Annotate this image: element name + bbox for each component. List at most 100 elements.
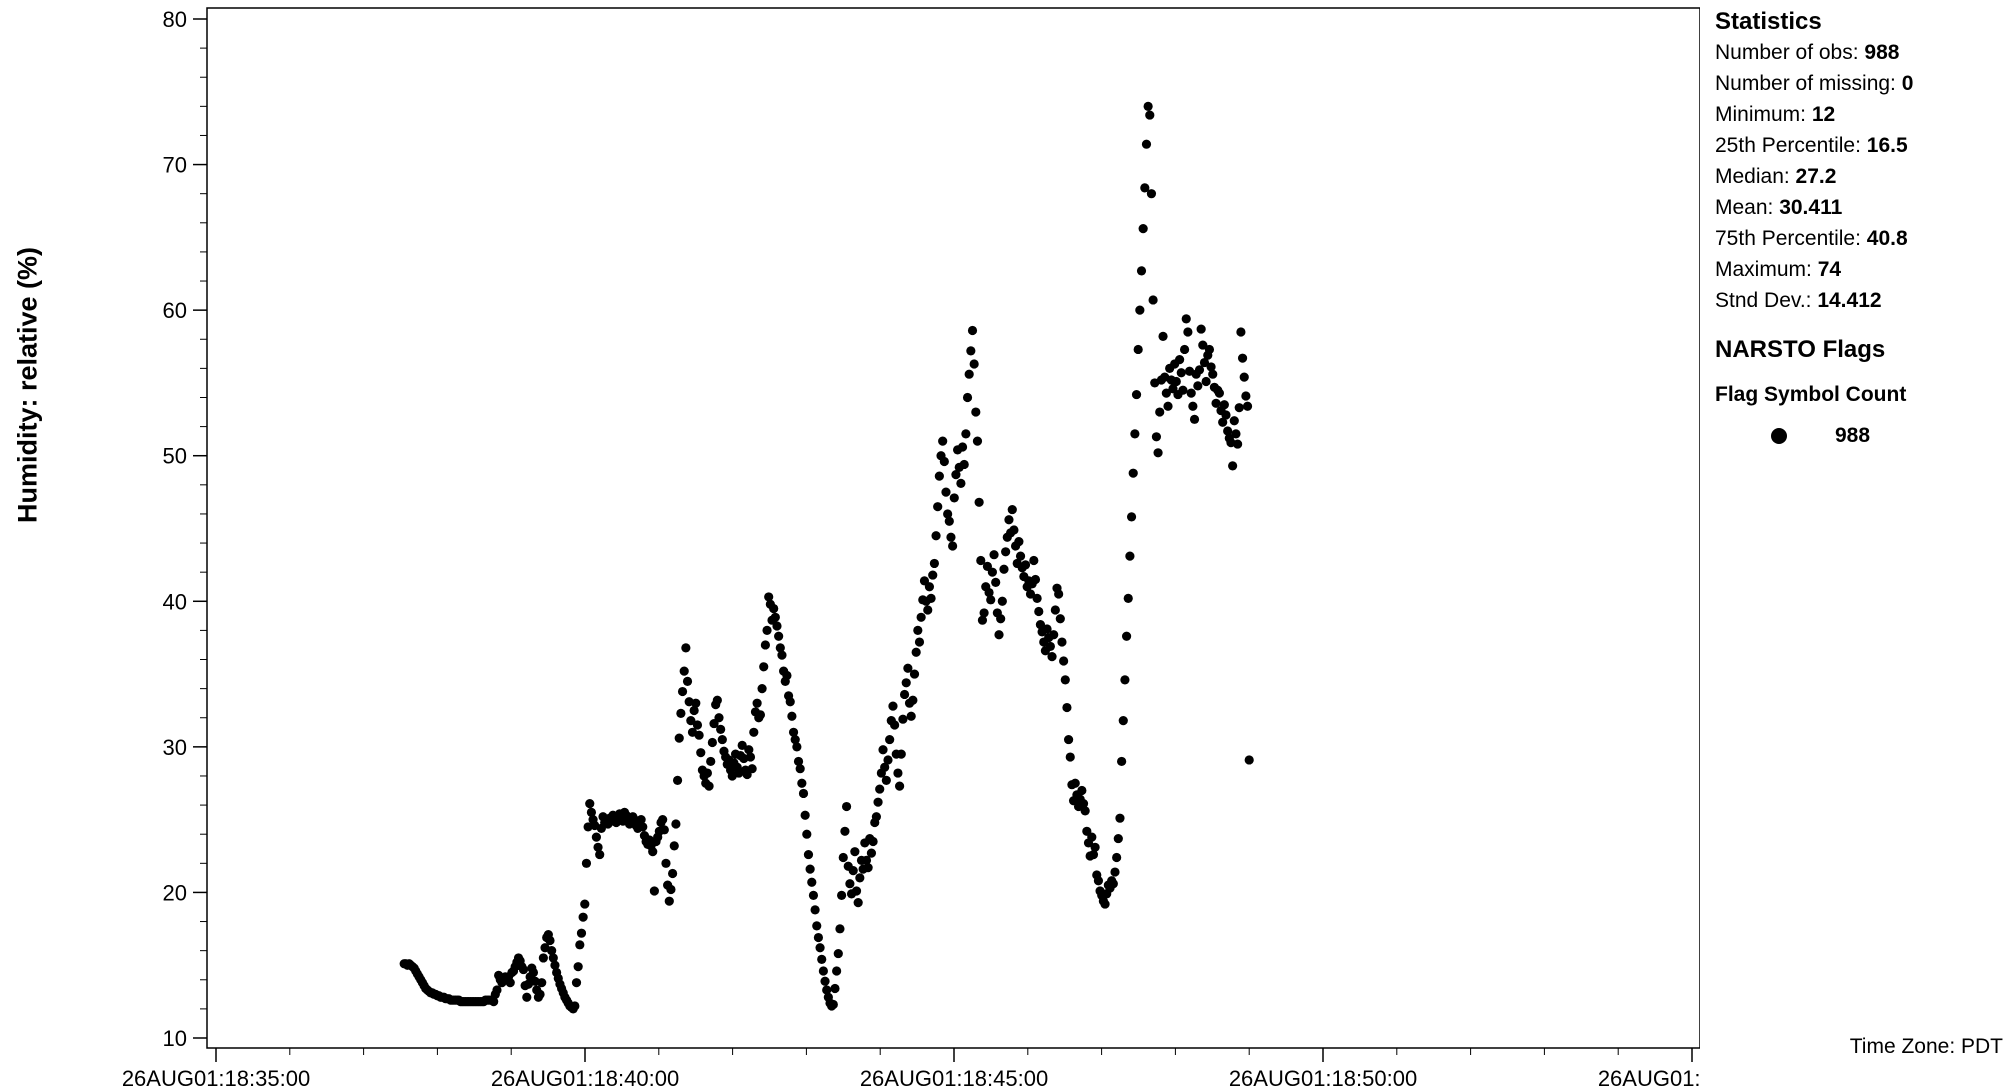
stat-value: 74 [1817,258,1842,281]
data-point [1221,410,1231,420]
data-point [677,686,688,697]
data-point [692,720,703,730]
data-point [835,924,845,934]
data-point [672,775,683,785]
data-point [591,832,601,842]
y-tick-label: 70 [163,153,187,178]
data-point [893,768,903,778]
data-point [914,637,925,647]
data-point [926,593,936,603]
timezone-label: Time Zone: PDT [1849,1035,2003,1058]
data-point [580,899,590,909]
y-tick-label: 30 [163,735,187,760]
data-point [1060,675,1070,685]
data-point [1141,139,1152,149]
data-point [845,879,855,889]
data-point [813,932,824,943]
statistics-title: Statistics [1715,8,1822,35]
data-point [1088,849,1099,860]
data-point [659,825,669,835]
data-point [924,582,935,592]
data-point [1025,589,1036,599]
data-point [573,962,583,972]
data-point [909,669,920,679]
data-point [851,886,862,896]
data-point [868,836,878,847]
data-point [896,749,906,759]
stat-value: 14.412 [1817,289,1882,312]
data-point [1236,327,1246,337]
stat-row: Maximum: 74 [1715,254,2005,285]
data-point [1223,426,1233,436]
data-point [1130,429,1140,439]
scatter-chart: 10 20 30 40 50 60 70 80 26AUG01:18:35:00 26AUG01:… [122,7,1700,1090]
stat-label: Median: [1715,165,1796,188]
data-point [1049,630,1059,640]
data-point [853,898,863,908]
data-point [636,815,646,825]
data-point [775,643,785,653]
data-point [964,369,974,379]
data-point [976,555,986,566]
data-point [686,716,696,726]
data-point [707,737,717,748]
data-point [1138,224,1148,234]
data-point [658,815,668,825]
data-point [575,940,585,950]
data-point [815,943,825,953]
data-point [938,436,948,446]
data-point [832,966,842,976]
stat-value: 16.5 [1866,134,1908,157]
data-point [913,625,923,636]
data-point [1176,368,1186,378]
stat-label: Number of missing: [1715,72,1902,95]
data-point [676,708,686,718]
data-point [885,734,895,745]
data-point [1062,702,1072,713]
data-point [595,849,605,860]
data-point [760,640,770,650]
data-point [1143,101,1153,111]
data-point [1115,813,1125,823]
data-point [1034,606,1044,617]
data-point [991,577,1001,587]
data-point [1189,414,1200,424]
data-point [808,890,819,900]
data-point [772,621,782,631]
data-point [1145,110,1155,120]
data-point [1151,432,1162,442]
data-point [792,742,802,752]
flag-count: 988 [1835,424,1871,447]
data-point [903,663,913,673]
data-point [999,564,1009,574]
data-point [762,625,772,636]
data-point [535,989,545,999]
data-point [1032,593,1042,603]
data-point [1196,324,1206,334]
plot-frame [206,7,1700,1049]
x-tick-label: 26AUG01:18:40:00 [491,1066,679,1090]
data-point [737,740,747,751]
data-point [769,603,779,614]
data-point [716,724,726,734]
data-point [1047,652,1057,662]
data-point [1140,183,1150,193]
data-point [1208,369,1218,379]
data-point [959,459,969,470]
data-point [863,863,873,873]
data-point [1161,388,1171,398]
data-point [759,662,769,672]
data-point [1030,574,1041,585]
data-point [1153,448,1163,458]
data-point [770,612,780,622]
data-point [798,788,809,799]
data-point [1242,401,1253,411]
data-point [855,873,865,883]
data-point [1063,734,1074,745]
data-point [706,756,716,767]
data-point [1163,401,1173,411]
data-point [1050,605,1060,615]
flags-header: Flag Symbol Count [1715,383,1907,406]
stat-row: Number of obs: 988 [1715,37,2005,68]
data-point [749,727,759,737]
